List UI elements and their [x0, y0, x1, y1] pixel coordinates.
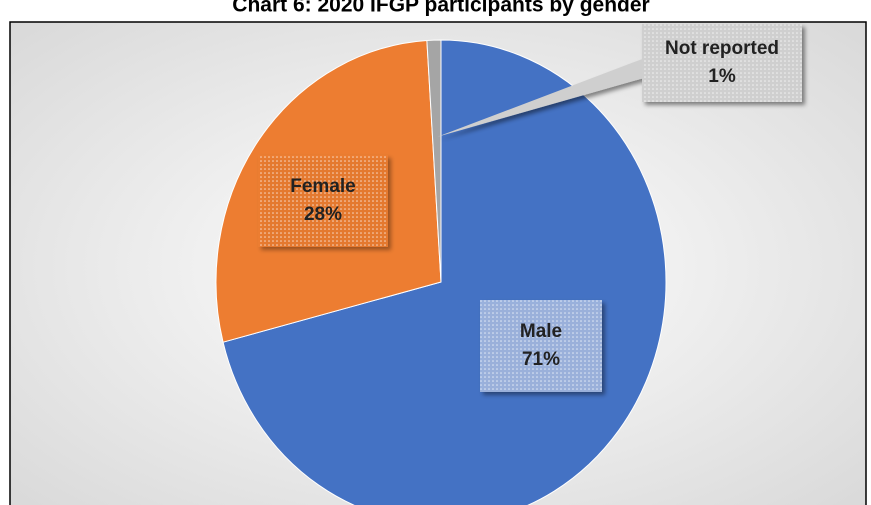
data-label [480, 300, 602, 392]
chart-title: Chart 6: 2020 IFGP participants by gende… [232, 0, 649, 17]
label-value: 71% [522, 349, 560, 370]
label-name: Female [290, 176, 355, 197]
label-value: 28% [304, 204, 342, 225]
label-value: 1% [708, 66, 736, 87]
label-texture [642, 24, 802, 102]
label-name: Not reported [665, 38, 779, 59]
label-leader [437, 59, 642, 137]
pie-slice [426, 39, 442, 283]
data-label [258, 155, 388, 247]
label-texture [258, 155, 388, 247]
label-tint [480, 300, 602, 392]
data-label [437, 24, 802, 137]
label-name: Male [520, 321, 562, 342]
